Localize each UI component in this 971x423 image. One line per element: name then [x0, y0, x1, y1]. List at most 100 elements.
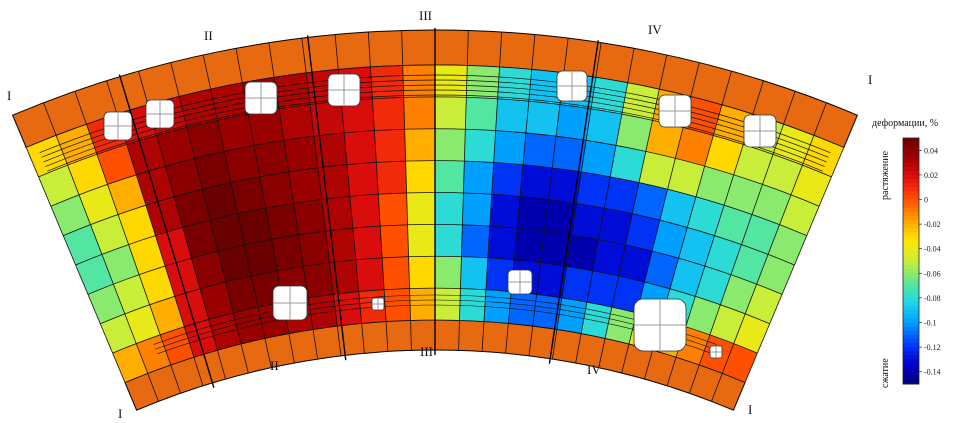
strain-cell: [237, 208, 272, 245]
strain-cell: [293, 199, 326, 235]
mesh-radial: [74, 91, 181, 394]
strain-cell: [404, 128, 435, 162]
strain-cell: [344, 130, 377, 165]
colorbar-segment: [903, 248, 919, 254]
strain-cell: [75, 254, 114, 295]
strain-cell: [514, 228, 545, 263]
colorbar-segment: [903, 236, 919, 241]
strain-cell: [279, 104, 314, 141]
colorbar-compression-label: сжатие: [880, 358, 891, 388]
strain-cell: [790, 165, 832, 207]
strain-cell: [184, 319, 218, 358]
strain-cell: [149, 296, 185, 335]
strain-cell: [435, 160, 465, 193]
colorbar-segment: [903, 330, 919, 336]
strain-cell: [128, 235, 166, 275]
strain-cell: [38, 165, 80, 207]
strain-cell: [112, 343, 148, 383]
colorbar-segment: [903, 269, 919, 274]
strain-cell: [586, 270, 619, 308]
mesh-radial: [598, 54, 668, 368]
strain-cell: [191, 251, 226, 289]
strain-cell: [124, 304, 161, 344]
strain-cell: [621, 82, 660, 121]
strain-cell: [378, 192, 408, 227]
strain-cell: [517, 196, 549, 232]
strain-cell: [96, 144, 137, 185]
strain-cell: [139, 266, 175, 305]
mesh-radial: [505, 34, 536, 354]
strain-cell: [659, 189, 696, 228]
strain-cell: [581, 140, 617, 177]
strain-cell: [217, 114, 254, 152]
colorbar-segment: [903, 265, 919, 270]
strain-cell: [186, 120, 225, 159]
strain-cell: [248, 108, 284, 146]
colorbar-segment: [903, 261, 919, 266]
section-label-I-right-top: I: [868, 72, 872, 87]
colorbar-segment: [903, 367, 919, 373]
strain-cell: [586, 108, 622, 146]
colorbar-segment: [903, 326, 919, 332]
colorbar-segment: [903, 379, 919, 385]
colorbar-segment: [903, 154, 919, 159]
colorbar-tick-label: -0.12: [924, 343, 941, 352]
strain-cell: [231, 176, 266, 214]
strain-cell: [683, 96, 722, 136]
strain-cell: [485, 257, 515, 292]
strain-cell: [724, 174, 763, 215]
strain-cell: [491, 162, 523, 197]
colorbar-segment: [903, 334, 919, 340]
strain-cell: [382, 256, 410, 290]
colorbar-segment: [903, 277, 919, 282]
strain-cell: [435, 224, 463, 257]
strain-cell: [355, 257, 385, 292]
colorbar-segment: [903, 228, 919, 233]
colorbar-segment: [903, 244, 919, 250]
colorbar-segment: [903, 195, 919, 200]
mesh-radial: [12, 115, 137, 411]
colorbar-segment: [903, 183, 919, 188]
colorbar-segment: [903, 343, 919, 348]
strain-cell: [136, 334, 171, 374]
colorbar-frame: [902, 137, 920, 385]
strain-cell: [751, 184, 791, 225]
strain-cell: [100, 313, 137, 354]
section-label-IV-bottom: IV: [587, 362, 601, 377]
strain-cell: [202, 182, 238, 221]
colorbar-segment: [903, 211, 919, 217]
colorbar-segment: [903, 273, 919, 278]
strain-cell: [156, 127, 195, 167]
colorbar-tick-label: 0.04: [924, 146, 938, 155]
strain-cell: [667, 158, 705, 197]
strain-cell: [310, 101, 345, 137]
strain-cell: [556, 297, 587, 334]
colorbar-segment: [903, 191, 919, 196]
colorbar-segment: [903, 220, 919, 225]
strain-cell: [625, 213, 660, 252]
colorbar-segment: [903, 363, 919, 369]
strain-cell: [155, 227, 192, 267]
mesh-radial: [202, 54, 272, 368]
colorbar-tick-label: 0.02: [924, 171, 938, 180]
strain-cell: [402, 65, 435, 98]
strain-cell: [605, 307, 637, 344]
strain-cell: [274, 72, 311, 109]
strain-cell: [632, 182, 668, 221]
strain-cell: [308, 294, 338, 330]
strain-cell: [616, 114, 653, 152]
strain-cell: [741, 214, 780, 255]
strain-cell: [384, 288, 411, 322]
strain-cell: [165, 258, 201, 297]
colorbar-segment: [903, 146, 919, 151]
strain-cell: [536, 262, 567, 298]
colorbar-segment: [903, 375, 919, 381]
strain-cell: [465, 97, 498, 131]
strain-cell: [118, 205, 156, 245]
strain-cell: [762, 154, 803, 195]
strain-cell: [463, 161, 494, 195]
strain-cell: [704, 135, 744, 175]
strain-cell: [210, 213, 245, 252]
mesh-radial: [367, 32, 389, 352]
strain-cell: [460, 256, 488, 290]
